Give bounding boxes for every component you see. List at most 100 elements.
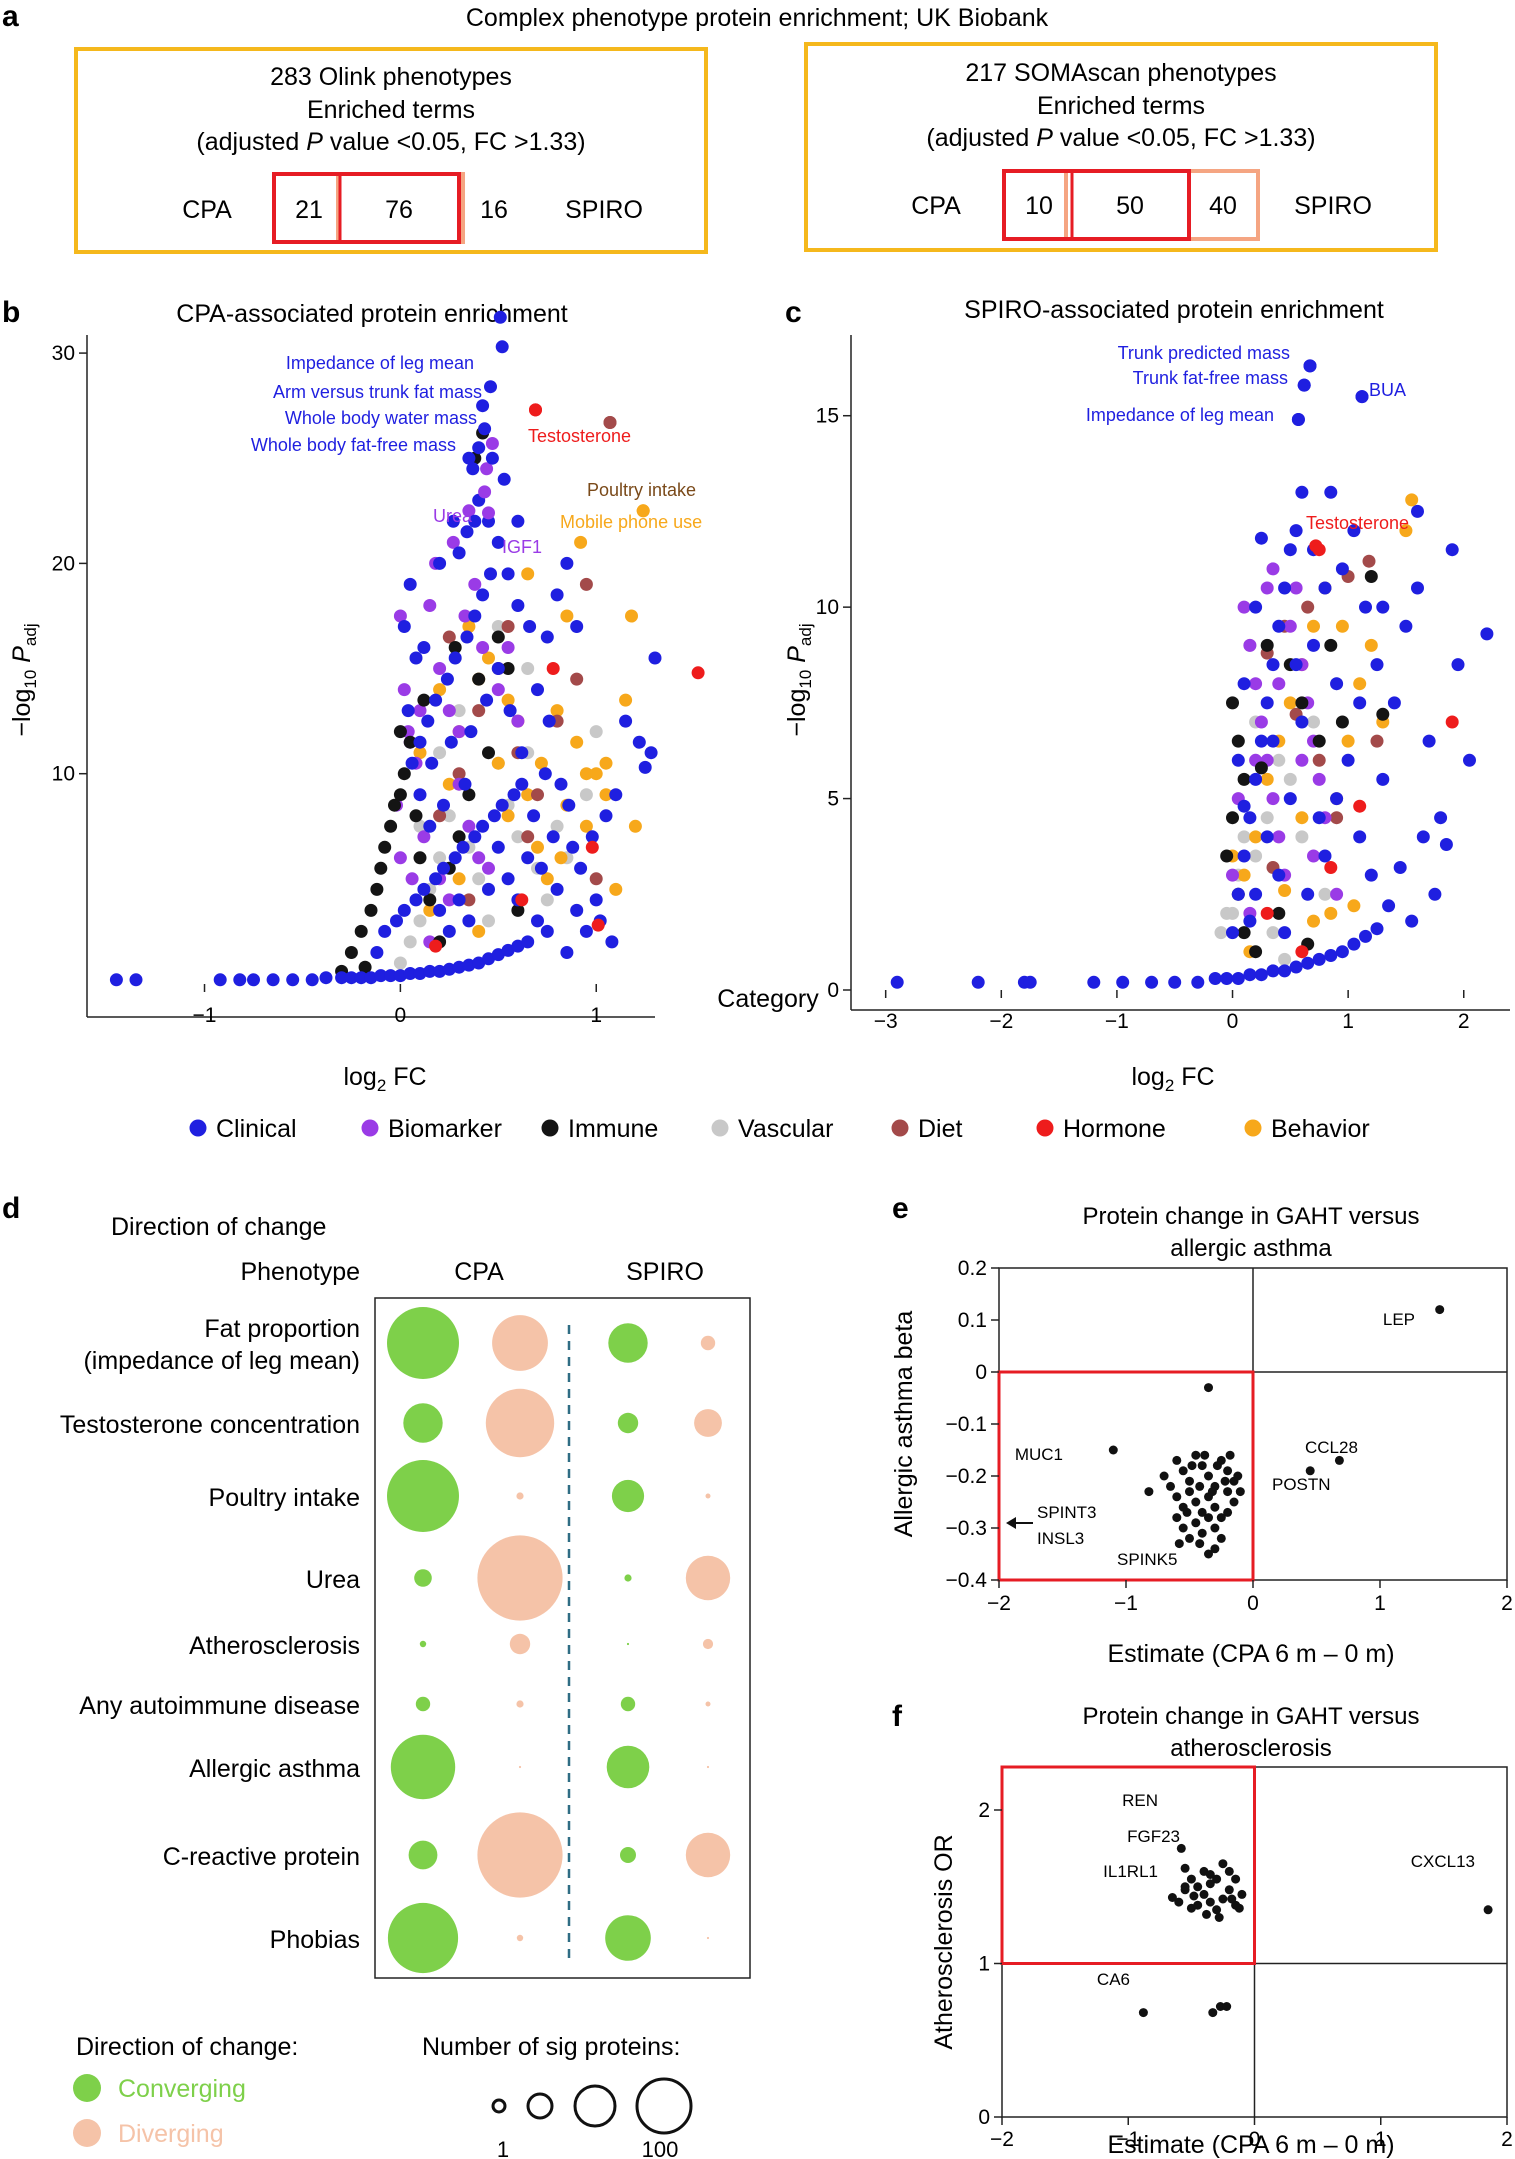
data-point-immune [448, 641, 462, 654]
bubble-cpa-converging [408, 1840, 438, 1870]
protein-label: IL1RL1 [1103, 1862, 1158, 1881]
data-point-immune [1335, 715, 1349, 729]
data-point-clinical [515, 777, 529, 791]
data-point-clinical [1370, 922, 1384, 936]
data-point-behavior [550, 704, 564, 718]
data-point-clinical [423, 964, 437, 978]
protein-point [1218, 1859, 1228, 1869]
legend-dot-behavior [1244, 1119, 1262, 1137]
data-point-diet [433, 809, 447, 823]
protein-point [1186, 1874, 1196, 1884]
data-point-immune [393, 788, 407, 802]
data-point-clinical [542, 714, 556, 728]
data-point-clinical [1260, 696, 1274, 710]
bubble-cpa-diverging [516, 1934, 524, 1942]
data-point-clinical [1237, 799, 1251, 813]
data-point-clinical [1364, 868, 1378, 882]
bubble-spiro-converging [620, 1847, 636, 1863]
bubble-spiro-converging [620, 1696, 636, 1712]
data-point-behavior [1307, 619, 1320, 633]
protein-point [1216, 1513, 1226, 1523]
data-point-clinical [440, 672, 454, 686]
point-label: Mobile phone use [560, 512, 702, 532]
data-point-clinical [501, 872, 515, 886]
data-point-behavior [1353, 677, 1367, 691]
data-point-immune [374, 861, 388, 875]
panel-a-letter: a [2, 0, 19, 33]
data-point-behavior [1283, 696, 1297, 710]
legend-dot-immune [541, 1119, 559, 1137]
data-point-clinical [482, 952, 495, 966]
data-point-immune [1237, 926, 1251, 940]
bubble-cpa-converging [403, 1403, 443, 1443]
data-point-biomarker [1249, 677, 1263, 691]
data-point-clinical [1087, 975, 1101, 989]
data-point-clinical [364, 971, 378, 985]
data-point-immune [364, 903, 378, 917]
panel-c-ticks: −3 −2 −1 0 1 2 0 5 10 15 [816, 405, 1470, 1033]
data-point-vascular [1226, 906, 1239, 920]
data-point-clinical [423, 819, 437, 833]
bubble-spiro-diverging [702, 1638, 714, 1650]
data-point-hormone [1324, 861, 1338, 874]
data-point-behavior [423, 903, 437, 917]
panel-b-ticks: −1 0 1 10 20 30 [52, 342, 602, 1027]
y-tick-label: 0 [975, 1361, 987, 1384]
data-point-clinical [448, 651, 462, 665]
data-point-diet [501, 620, 515, 633]
bubble-cpa-diverging [492, 1315, 548, 1371]
data-point-clinical [421, 714, 435, 728]
data-point-behavior [521, 567, 535, 581]
data-point-clinical [527, 809, 541, 823]
data-point-immune [413, 851, 427, 865]
labeled-point [476, 399, 490, 413]
somascan-cpa-only-count: 10 [1025, 192, 1053, 220]
data-point-clinical [1411, 504, 1424, 518]
data-point-behavior [579, 819, 593, 833]
protein-point [1212, 1905, 1222, 1915]
panel-e-xlabel: Estimate (CPA 6 m – 0 m) [1107, 1640, 1394, 1668]
data-point-clinical [1318, 581, 1332, 595]
data-point-clinical [1231, 972, 1245, 985]
data-point-clinical [1243, 914, 1257, 928]
data-point-vascular [579, 788, 593, 802]
y-tick-label: 1 [978, 1953, 990, 1976]
data-point-clinical [890, 975, 904, 989]
data-point-clinical [1266, 658, 1280, 672]
data-point-clinical [319, 971, 333, 985]
data-point-clinical [1376, 772, 1390, 786]
panel-e-title-line1: Protein change in GAHT versus [1082, 1203, 1419, 1230]
data-point-diet [531, 788, 544, 802]
data-point-clinical [523, 620, 537, 633]
protein-point [1204, 1383, 1213, 1393]
data-point-clinical [495, 798, 509, 812]
protein-point [1214, 1913, 1224, 1922]
protein-point [1185, 1533, 1194, 1543]
data-point-biomarker [1330, 887, 1344, 901]
panel-f-ticks: −2 −1 0 1 2 2 1 0 [978, 1799, 1513, 2151]
data-point-clinical [1422, 734, 1436, 748]
data-point-vascular [1278, 952, 1292, 966]
protein-point [1212, 1874, 1222, 1884]
offscale-arrowhead [1006, 1517, 1016, 1529]
protein-point [1144, 1487, 1154, 1497]
data-point-clinical [1324, 485, 1338, 499]
data-point-immune [403, 735, 417, 749]
data-point-biomarker [501, 641, 515, 654]
data-point-immune [1226, 811, 1239, 825]
bubble-spiro-diverging [705, 1493, 711, 1499]
data-point-clinical [1231, 753, 1245, 767]
size-legend-circle-4 [635, 2077, 693, 2135]
protein-label: LEP [1383, 1310, 1415, 1329]
y-tick-label: −0.2 [946, 1465, 987, 1488]
labeled-point [1303, 359, 1317, 373]
data-point-clinical [478, 422, 492, 436]
data-point-biomarker [1272, 830, 1286, 844]
data-point-biomarker [446, 535, 460, 549]
bubble-spiro-converging [617, 1412, 639, 1434]
bubble-spiro-converging [606, 1745, 650, 1789]
data-point-clinical [425, 756, 439, 770]
labeled-point [484, 380, 497, 394]
category-legend: Clinical Biomarker Immune Vascular Diet Hormo… [189, 1115, 1370, 1143]
data-point-clinical [1272, 619, 1286, 633]
